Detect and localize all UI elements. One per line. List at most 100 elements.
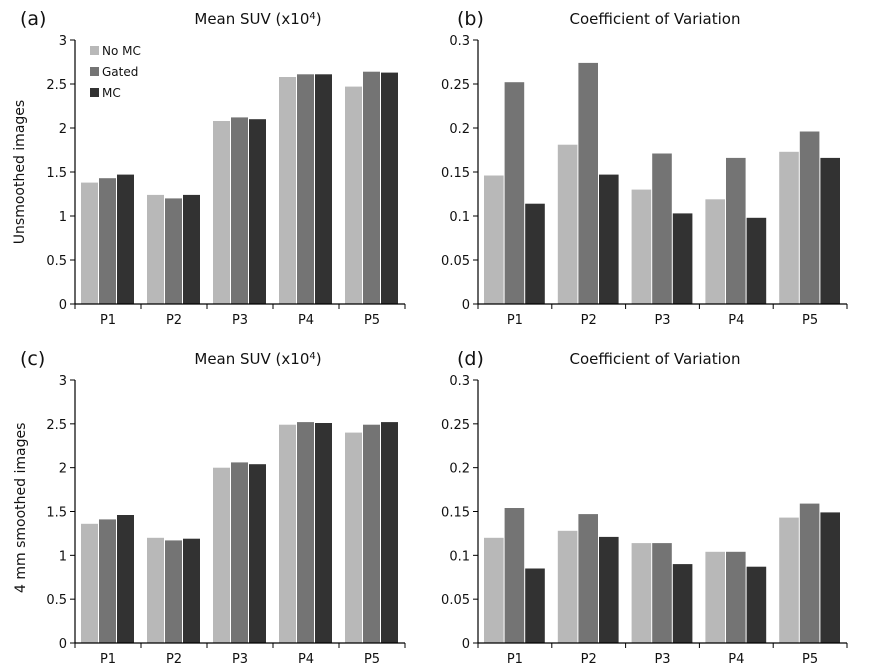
- bar-mc: [315, 74, 332, 304]
- bar-no-mc: [345, 86, 362, 304]
- bar-no-mc: [81, 523, 98, 643]
- x-tick-label: P1: [100, 313, 116, 328]
- chart-panel-4: (d) Coefficient of Variation 0 0.05 0.1 0.15 0…: [441, 348, 848, 667]
- x-tick-label: P5: [364, 652, 380, 667]
- y-tick-label: 0.3: [449, 374, 470, 389]
- bar-gated: [652, 543, 672, 643]
- title-superscript: 4: [309, 351, 315, 362]
- bar-gated: [726, 551, 746, 643]
- chart-title: Coefficient of Variation: [570, 350, 741, 368]
- bar-gated: [99, 519, 116, 643]
- bar-gated: [652, 153, 672, 304]
- x-tick-label: P2: [166, 652, 182, 667]
- bar-gated: [799, 503, 820, 643]
- x-tick-label: P4: [728, 313, 744, 328]
- legend-label: Gated: [102, 65, 138, 79]
- bar-gated: [363, 424, 380, 643]
- y-tick-label: 2.5: [46, 418, 67, 433]
- bar-no-mc: [81, 182, 98, 304]
- x-tick-label: P4: [298, 313, 314, 328]
- bar-no-mc: [779, 151, 799, 304]
- x-tick-label: P2: [166, 313, 182, 328]
- legend-swatch: [90, 46, 99, 55]
- x-tick-label: P2: [581, 313, 597, 328]
- bar-no-mc: [631, 189, 652, 304]
- bar-no-mc: [484, 175, 504, 304]
- bar-no-mc: [557, 530, 578, 643]
- y-tick-label: 0.1: [449, 210, 470, 225]
- y-tick-label: 2.5: [46, 78, 67, 93]
- x-tick-label: P3: [654, 313, 670, 328]
- bar-no-mc: [705, 199, 725, 304]
- x-tick-label: P5: [802, 652, 818, 667]
- x-tick-label: P5: [364, 313, 380, 328]
- chart-title: Mean SUV (x104): [194, 10, 321, 28]
- bar-mc: [525, 568, 545, 643]
- x-tick-label: P5: [802, 313, 818, 328]
- x-tick-label: P3: [232, 313, 248, 328]
- y-tick-label: 0.25: [441, 418, 470, 433]
- bar-gated: [504, 82, 525, 304]
- bar-gated: [578, 62, 598, 305]
- chart-panel-2: (b) Coefficient of Variation 0 0.05 0.1 0.15 0…: [441, 8, 848, 328]
- bar-mc: [525, 203, 545, 304]
- y-tick-label: 0.2: [449, 462, 470, 477]
- y-tick-label: 2: [59, 122, 67, 137]
- bar-mc: [672, 564, 693, 643]
- x-tick-label: P1: [507, 313, 523, 328]
- y-tick-label: 0.15: [441, 166, 470, 181]
- y-tick-label: 0.05: [441, 593, 470, 608]
- y-tick-label: 0: [462, 298, 470, 313]
- bar-gated: [99, 178, 116, 304]
- bar-mc: [599, 174, 619, 304]
- bar-no-mc: [279, 424, 296, 643]
- y-tick-label: 1: [59, 210, 67, 225]
- bar-gated: [297, 422, 314, 643]
- y-tick-label: 0: [59, 298, 67, 313]
- bar-gated: [363, 71, 380, 304]
- x-tick-label: P1: [507, 652, 523, 667]
- x-tick-label: P2: [581, 652, 597, 667]
- y-tick-label: 0.5: [46, 254, 67, 269]
- legend-label: No MC: [102, 44, 141, 58]
- bar-no-mc: [213, 121, 230, 304]
- chart-panel-1: (a) Mean SUV (x104) 0 0.5 1 1.5 2 2.5 3 P1 P2 P3 P4 P…: [20, 8, 406, 328]
- y-tick-label: 0: [462, 637, 470, 652]
- x-tick-label: P3: [232, 652, 248, 667]
- bar-mc: [117, 174, 134, 304]
- y-tick-label: 2: [59, 462, 67, 477]
- panel-label: (a): [20, 8, 46, 30]
- bar-no-mc: [484, 537, 504, 643]
- y-tick-label: 3: [59, 34, 67, 49]
- bar-mc: [117, 515, 134, 643]
- bar-mc: [746, 566, 767, 643]
- bar-mc: [183, 194, 200, 304]
- bar-gated: [297, 74, 314, 304]
- x-tick-label: P3: [654, 652, 670, 667]
- bar-gated: [231, 117, 248, 305]
- bar-no-mc: [279, 77, 296, 304]
- panel-label: (b): [457, 8, 484, 30]
- y-tick-label: 0: [59, 637, 67, 652]
- y-tick-label: 3: [59, 374, 67, 389]
- bar-mc: [381, 422, 398, 643]
- panel-label: (d): [457, 348, 484, 370]
- y-tick-label: 0.1: [449, 549, 470, 564]
- y-tick-label: 1.5: [46, 506, 67, 521]
- y-tick-label: 1.5: [46, 166, 67, 181]
- chart-panel-3: (c) Mean SUV (x104) 0 0.5 1 1.5 2 2.5 3 P1 P2 P3 P4 P…: [20, 348, 406, 667]
- bar-no-mc: [147, 537, 164, 643]
- bar-gated: [165, 540, 182, 643]
- x-tick-label: P4: [728, 652, 744, 667]
- bar-mc: [820, 157, 840, 304]
- legend-label: MC: [102, 86, 121, 100]
- y-tick-label: 0.15: [441, 506, 470, 521]
- bar-gated: [231, 462, 248, 643]
- y-tick-label: 0.2: [449, 122, 470, 137]
- y-tick-label: 0.05: [441, 254, 470, 269]
- bar-no-mc: [705, 551, 725, 643]
- legend: No MC Gated MC: [90, 44, 141, 100]
- bar-no-mc: [147, 194, 164, 304]
- bar-mc: [820, 512, 840, 643]
